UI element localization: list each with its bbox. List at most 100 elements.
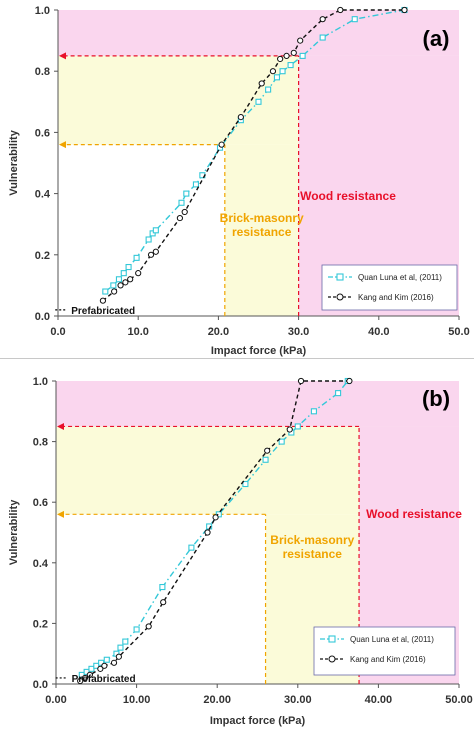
y-tick-label: 0.8 — [33, 437, 48, 449]
series-1-point — [77, 677, 84, 685]
brick-region-label-line2: resistance — [283, 547, 343, 561]
legend-label-1: Kang and Kim (2016) — [358, 293, 434, 302]
y-tick-label: 0.0 — [35, 311, 50, 323]
x-tick-label: 50.0 — [448, 326, 469, 338]
series-1-point — [297, 37, 304, 44]
series-1-point — [204, 529, 211, 536]
x-tick-label: 10.00 — [123, 694, 151, 706]
series-0-point — [103, 656, 110, 663]
series-1-point — [401, 6, 408, 14]
series-line-0 — [81, 380, 349, 676]
x-tick-label: 10.0 — [127, 326, 148, 338]
series-0-point — [192, 181, 199, 188]
y-axis-title: Vulnerability — [8, 129, 20, 195]
series-0-point — [120, 270, 127, 277]
y-tick-label: 0.4 — [35, 189, 51, 201]
brick-threshold-arrowhead — [59, 141, 66, 149]
series-1-point — [152, 248, 159, 255]
brick-region-label-line2: resistance — [232, 225, 292, 239]
series-0-point — [152, 227, 159, 234]
y-tick-label: 0.8 — [35, 66, 50, 78]
y-tick-label: 0.6 — [35, 127, 50, 139]
legend-marker-1 — [336, 293, 344, 301]
series-1-point — [160, 599, 167, 606]
series-0-point — [133, 626, 140, 633]
y-axis-title: Vulnerability — [8, 499, 20, 565]
series-0-point — [122, 638, 129, 645]
series-0-point — [265, 86, 272, 93]
series-0-point — [287, 62, 294, 69]
series-1-point — [290, 49, 297, 56]
x-tick-label: 40.0 — [368, 326, 389, 338]
series-1-point — [283, 52, 290, 60]
series-1-point — [101, 662, 108, 669]
series-0-point — [273, 74, 280, 81]
series-1-point — [212, 514, 219, 521]
series-1-point — [145, 623, 152, 630]
legend-box — [313, 626, 456, 676]
series-0-point — [102, 288, 109, 295]
series-1-point — [86, 671, 93, 679]
wood-threshold-arrowhead — [59, 52, 66, 60]
series-1-point — [127, 276, 134, 283]
series-1-point — [181, 208, 188, 216]
series-1-point — [264, 447, 271, 454]
panel-divider — [0, 358, 474, 359]
series-1-point — [135, 270, 142, 277]
y-tick-label: 0.6 — [33, 497, 48, 509]
series-0-point — [88, 665, 95, 672]
series-1-point — [111, 288, 118, 295]
series-1-point — [97, 665, 104, 672]
brick-region-top — [58, 55, 299, 145]
series-1-point — [286, 426, 293, 433]
legend-label-0: Quan Luna et al, (2011) — [358, 273, 442, 282]
series-1-point — [110, 659, 118, 666]
series-1-point — [277, 55, 284, 63]
series-0-point — [125, 263, 132, 271]
series-0-point — [255, 98, 262, 105]
series-1-point — [81, 674, 89, 682]
panel-label: (a) — [423, 26, 450, 51]
series-0-point — [242, 480, 249, 488]
series-1-point — [99, 297, 107, 304]
x-tick-label: 30.0 — [288, 326, 309, 338]
series-1-point — [237, 114, 244, 121]
prefabricated-label: Prefabricated — [72, 674, 136, 685]
series-1-point — [319, 16, 326, 23]
chart-panel-b: 0.0 0.2 0.4 0.6 0.8 1.0 0.00 10.00 20.00 30.00 40.… — [8, 376, 473, 727]
series-1-point — [269, 68, 277, 75]
legend-label-0: Quan Luna et al, (2011) — [350, 635, 434, 644]
series-0-point — [145, 236, 152, 243]
series-1-point — [346, 377, 353, 385]
x-tick-label: 0.0 — [50, 326, 65, 338]
wood-region-label: Wood resistance — [300, 189, 396, 203]
series-0-point — [117, 644, 124, 651]
y-tick-label: 0.2 — [33, 618, 48, 630]
chart-panel-a: 0.0 0.2 0.4 0.6 0.8 1.0 0.0 10.0 20.0 30.0 40.0 50.… — [8, 5, 470, 357]
series-1-point — [258, 80, 265, 87]
brick-region-label-line1: Brick-masonry — [270, 533, 354, 547]
series-0-point — [110, 282, 117, 289]
x-tick-label: 0.00 — [45, 694, 66, 706]
series-1-point — [147, 251, 155, 258]
series-0-point — [278, 438, 285, 445]
series-0-point — [262, 456, 269, 463]
series-1-point — [337, 6, 344, 14]
prefabricated-label: Prefabricated — [71, 306, 135, 317]
y-tick-label: 0.0 — [33, 679, 48, 691]
series-1-point — [115, 653, 122, 660]
y-tick-label: 1.0 — [35, 5, 50, 17]
y-tick-label: 0.2 — [35, 250, 50, 262]
x-tick-label: 30.00 — [284, 694, 312, 706]
legend-marker-0 — [336, 273, 344, 281]
series-0-point — [310, 408, 317, 415]
wood-region-top — [58, 10, 459, 56]
series-0-point — [98, 659, 105, 666]
panel-label: (b) — [422, 386, 450, 411]
x-axis-title: Impact force (kPa) — [210, 715, 306, 727]
y-tick-label: 0.4 — [33, 558, 49, 570]
legend-marker-0 — [328, 635, 336, 643]
legend-marker-1 — [328, 655, 336, 663]
series-0-point — [178, 199, 185, 206]
